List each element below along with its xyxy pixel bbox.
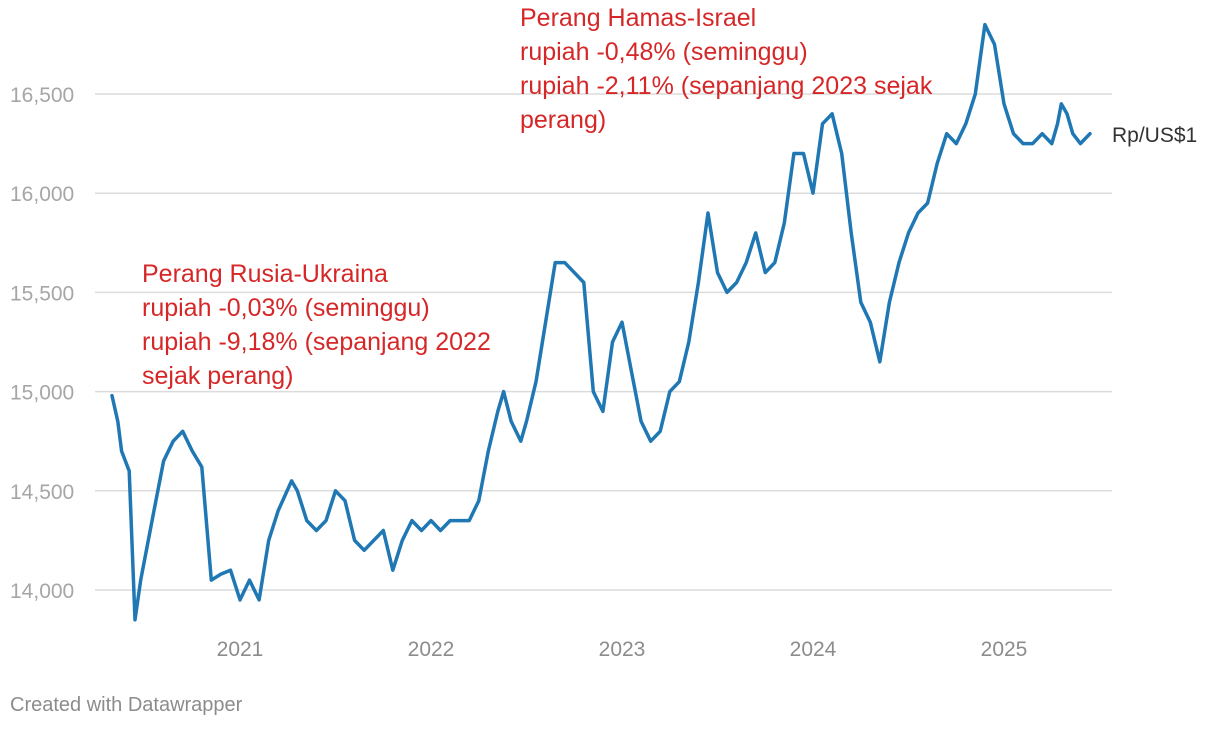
y-tick-label: 15,500: [10, 282, 74, 305]
series-line: [110, 22, 1092, 622]
annotation-russia-ukraine: Perang Rusia-Ukraina rupiah -0,03% (semi…: [142, 260, 491, 390]
annotation-line: rupiah -0,03% (seminggu): [142, 294, 430, 322]
series-label: Rp/US$1: [1112, 124, 1197, 147]
gridlines: [95, 93, 1112, 591]
x-tick-label: 2022: [408, 638, 455, 661]
x-tick-label: 2023: [599, 638, 646, 661]
annotation-line: rupiah -2,11% (sepanjang 2023 sejak: [520, 72, 933, 100]
annotation-line: perang): [520, 106, 606, 134]
annotation-line: sejak perang): [142, 362, 293, 390]
annotation-line: rupiah -9,18% (sepanjang 2022: [142, 328, 491, 356]
y-tick-label: 16,000: [10, 183, 74, 206]
annotation-hamas-israel: Perang Hamas-Israel rupiah -0,48% (semin…: [520, 4, 933, 134]
x-tick-label: 2021: [217, 638, 264, 661]
footer-credit: Created with Datawrapper: [10, 694, 243, 716]
y-axis-ticks: 14,000 14,500 15,000 15,500 16,000 16,500: [10, 84, 74, 603]
y-tick-label: 14,500: [10, 481, 74, 504]
y-tick-label: 14,000: [10, 580, 74, 603]
series-layer: [110, 22, 1092, 622]
x-tick-label: 2025: [981, 638, 1028, 661]
annotation-line: Perang Rusia-Ukraina: [142, 260, 388, 288]
y-tick-label: 15,000: [10, 382, 74, 405]
x-axis-ticks: 2021 2022 2023 2024 2025: [217, 638, 1028, 661]
y-tick-label: 16,500: [10, 84, 74, 107]
annotation-line: rupiah -0,48% (seminggu): [520, 38, 808, 66]
annotation-line: Perang Hamas-Israel: [520, 4, 756, 32]
x-tick-label: 2024: [790, 638, 837, 661]
